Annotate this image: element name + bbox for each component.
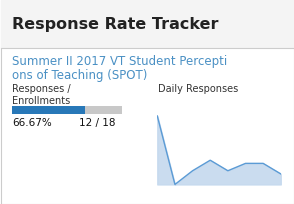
FancyBboxPatch shape <box>12 106 85 114</box>
Text: Response Rate Tracker: Response Rate Tracker <box>12 16 218 31</box>
FancyBboxPatch shape <box>12 106 122 114</box>
Text: ons of Teaching (SPOT): ons of Teaching (SPOT) <box>12 68 147 81</box>
Text: Enrollments: Enrollments <box>12 96 70 106</box>
Text: Responses /: Responses / <box>12 84 71 94</box>
Text: Summer II 2017 VT Student Percepti: Summer II 2017 VT Student Percepti <box>12 54 227 67</box>
FancyBboxPatch shape <box>1 0 293 48</box>
Text: 66.67%: 66.67% <box>12 118 52 128</box>
Text: 12 / 18: 12 / 18 <box>79 118 116 128</box>
Text: Daily Responses: Daily Responses <box>158 84 238 94</box>
